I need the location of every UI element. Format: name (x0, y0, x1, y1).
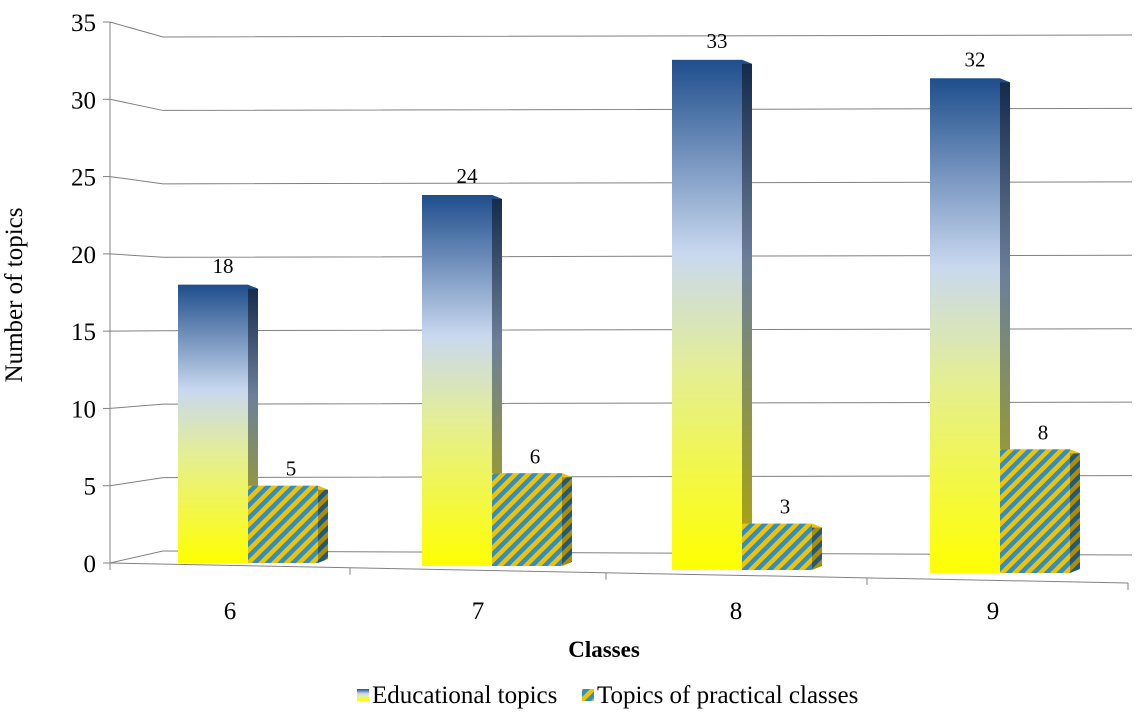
y-axis-title: Number of topics (1, 208, 28, 383)
gridline (109, 401, 1133, 409)
data-label-educational: 18 (213, 254, 234, 278)
bar-side (742, 59, 752, 571)
bar-side (562, 473, 572, 566)
bar-front (248, 485, 318, 563)
x-tick-label: 7 (472, 598, 485, 625)
y-tick-label: 20 (71, 242, 96, 269)
x-tick-label: 9 (987, 598, 1000, 625)
legend-item-practical: Topics of practical classes (582, 682, 858, 709)
x-tick-label: 8 (730, 598, 743, 625)
bar-educational (178, 284, 258, 563)
bar-educational (672, 59, 752, 571)
data-label-educational: 32 (965, 47, 986, 71)
data-label-practical: 6 (530, 444, 541, 468)
data-label-practical: 5 (286, 457, 297, 481)
y-tick-label: 25 (71, 165, 96, 192)
bar-side (1070, 449, 1080, 573)
bar-side (812, 523, 822, 570)
legend: Educational topics Topics of practical c… (357, 682, 858, 709)
bar-front (492, 473, 562, 566)
legend-swatch-educational (357, 689, 369, 701)
y-tick-label: 0 (84, 551, 97, 578)
bar-front (672, 59, 742, 571)
bar-front (1000, 449, 1070, 573)
legend-label-educational: Educational topics (372, 682, 557, 709)
gridline (109, 98, 1133, 111)
data-label-practical: 8 (1038, 420, 1049, 444)
y-tick-label: 35 (71, 10, 96, 37)
bar-front (930, 78, 1000, 573)
gridline (109, 253, 1133, 258)
legend-label-practical: Topics of practical classes (597, 682, 858, 709)
bar-educational (930, 78, 1010, 573)
gridline (109, 475, 1133, 487)
bar-practical (248, 485, 328, 563)
bar-practical (1000, 449, 1080, 573)
x-tick-label: 6 (224, 598, 237, 625)
y-tick-label: 10 (71, 396, 96, 423)
bar-educational (422, 195, 502, 566)
x-axis-line (109, 562, 1129, 584)
legend-item-educational: Educational topics (357, 682, 557, 709)
bar-front (178, 284, 248, 563)
y-tick-label: 5 (84, 474, 97, 501)
y-tick-label: 30 (71, 87, 96, 114)
bar-front (742, 523, 812, 570)
gridline (109, 176, 1133, 185)
gridlines (109, 21, 1133, 487)
bar-practical (492, 473, 572, 566)
y-tick-label: 15 (71, 319, 96, 346)
legend-swatch-practical (582, 689, 594, 701)
bar-side (318, 485, 328, 563)
data-label-practical: 3 (780, 495, 791, 519)
floor-side-edge (109, 550, 164, 564)
bars (178, 59, 1080, 573)
gridline (109, 21, 1133, 38)
data-label-educational: 33 (707, 29, 728, 53)
gridline (109, 328, 1133, 332)
x-axis-title: Classes (568, 637, 640, 662)
bar-practical (742, 523, 822, 570)
bar-front (422, 195, 492, 566)
data-labels: 18 24 33 32 5 6 3 8 (213, 29, 1049, 519)
data-label-educational: 24 (457, 164, 479, 188)
